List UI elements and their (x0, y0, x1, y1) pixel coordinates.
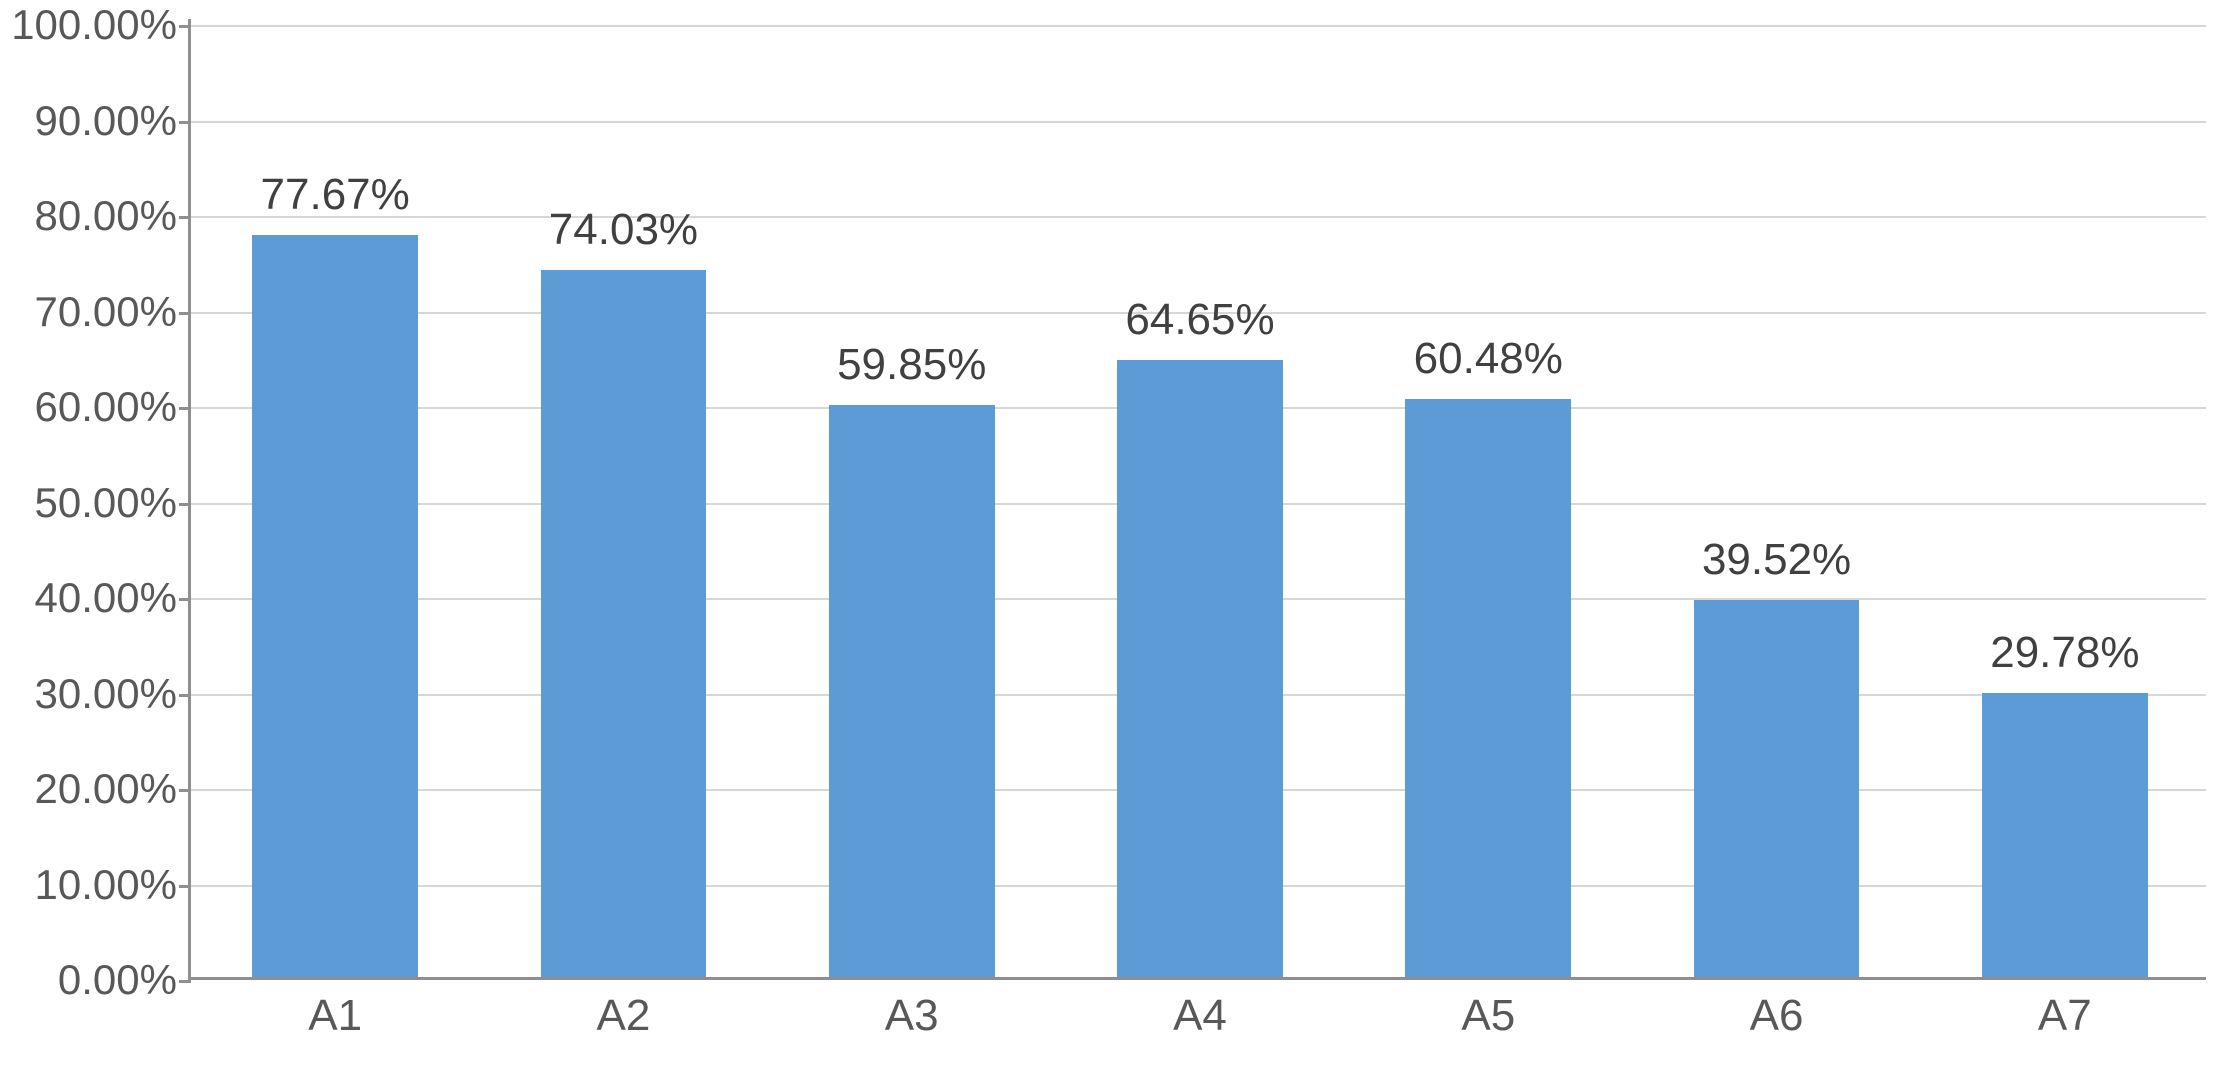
plot-area: 0.00%10.00%20.00%30.00%40.00%50.00%60.00… (188, 25, 2206, 980)
x-tick-label: A3 (885, 977, 939, 1041)
gridline (191, 121, 2206, 123)
bar-value-label: 64.65% (1125, 295, 1274, 345)
bar-value-label: 39.52% (1702, 535, 1851, 585)
y-tick-label: 90.00% (35, 97, 191, 145)
bar-chart: 0.00% 10.00% 20.00% 30.00% 40.00% 50.00% 60.00… (0, 0, 2228, 1069)
bar-A7 (1982, 693, 2148, 977)
bar-A4 (1117, 360, 1283, 977)
bar-A2 (541, 270, 707, 977)
y-tick-label: 10.00% (35, 861, 191, 909)
x-tick-label: A1 (308, 977, 362, 1041)
y-tick-label: 20.00% (35, 765, 191, 813)
bar-value-label: 59.85% (837, 340, 986, 390)
y-tick-label: 80.00% (35, 192, 191, 240)
bar-value-label: 77.67% (261, 170, 410, 220)
bar-value-label: 29.78% (1990, 628, 2139, 678)
gridline (191, 25, 2206, 27)
y-tick-label: 60.00% (35, 383, 191, 431)
bar-A5 (1405, 399, 1571, 977)
y-tick-label: 70.00% (35, 288, 191, 336)
x-tick-label: A7 (2038, 977, 2092, 1041)
x-tick-label: A6 (1750, 977, 1804, 1041)
y-tick-label: 30.00% (35, 670, 191, 718)
gridline (191, 216, 2206, 218)
y-tick-label: 40.00% (35, 574, 191, 622)
bar-A6 (1694, 600, 1860, 977)
y-tick-label: 100.00% (11, 1, 191, 49)
bar-value-label: 60.48% (1414, 334, 1563, 384)
x-tick-label: A4 (1173, 977, 1227, 1041)
bar-A1 (252, 235, 418, 977)
y-tick-label: 50.00% (35, 479, 191, 527)
x-tick-label: A2 (597, 977, 651, 1041)
y-tick-label: 0.00% (58, 956, 191, 1004)
x-tick-label: A5 (1461, 977, 1515, 1041)
bar-value-label: 74.03% (549, 205, 698, 255)
bar-A3 (829, 405, 995, 977)
